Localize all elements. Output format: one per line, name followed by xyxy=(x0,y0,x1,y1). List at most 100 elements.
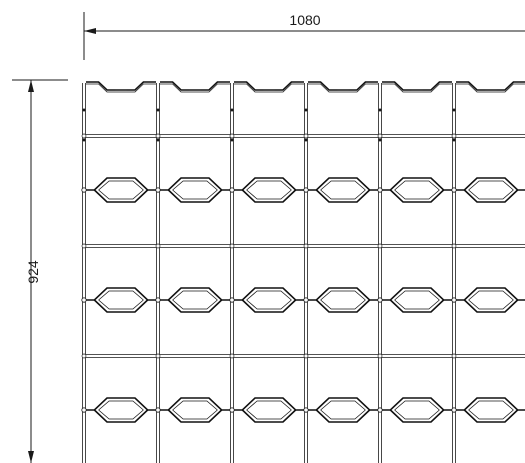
hex-rib-inner-top xyxy=(246,180,292,191)
joint-node xyxy=(81,353,87,359)
hex-rib-top xyxy=(308,397,378,411)
height-arrow-bottom xyxy=(28,451,34,463)
hex-rib-bottom xyxy=(463,409,519,423)
hex-rib-inner-bottom xyxy=(394,299,440,310)
width-arrow-left xyxy=(84,28,96,34)
joint-node xyxy=(377,407,383,413)
hex-rib-top xyxy=(382,397,452,411)
rivet-dot xyxy=(378,138,382,142)
hex-rib-inner-bottom xyxy=(320,409,366,420)
top-edge-notch-inner xyxy=(160,83,230,93)
hex-rib-top xyxy=(382,287,452,301)
hex-rib-top xyxy=(234,287,304,301)
hex-rib-top xyxy=(160,287,230,301)
hex-rib-top xyxy=(160,177,230,191)
hex-rib-bottom xyxy=(93,409,149,423)
hex-rib-inner-top xyxy=(246,400,292,411)
top-edge-notch-inner xyxy=(234,83,304,93)
hex-rib-bottom xyxy=(463,189,519,203)
rivet-dot xyxy=(230,138,234,142)
joint-node xyxy=(451,133,457,139)
hex-rib-inner-top xyxy=(394,180,440,191)
top-edge-notch xyxy=(382,81,452,91)
joint-node xyxy=(377,297,383,303)
joint-node xyxy=(155,297,161,303)
rivet-dot xyxy=(230,108,234,112)
hex-rib-top xyxy=(308,177,378,191)
top-edge-notch xyxy=(456,81,525,91)
hex-rib-top xyxy=(382,177,452,191)
joint-node xyxy=(81,187,87,193)
hex-rib-inner-top xyxy=(468,400,514,411)
joint-node xyxy=(81,133,87,139)
hex-rib-inner-bottom xyxy=(172,299,218,310)
hex-rib-bottom xyxy=(93,299,149,313)
hex-rib-inner-top xyxy=(98,400,144,411)
hex-rib-inner-bottom xyxy=(246,409,292,420)
joint-node xyxy=(377,353,383,359)
hex-rib-bottom xyxy=(315,189,371,203)
hex-rib-top xyxy=(456,287,525,301)
hex-rib-bottom xyxy=(389,299,445,313)
hex-rib-top xyxy=(86,177,156,191)
hex-rib-bottom xyxy=(241,409,297,423)
top-edge-notch xyxy=(308,81,378,91)
joint-node xyxy=(229,243,235,249)
hex-rib-bottom xyxy=(463,299,519,313)
joint-node xyxy=(155,353,161,359)
joint-node xyxy=(229,297,235,303)
joint-node xyxy=(303,407,309,413)
hex-rib-bottom xyxy=(93,189,149,203)
joint-node xyxy=(81,407,87,413)
hex-rib-inner-bottom xyxy=(246,299,292,310)
hex-rib-inner-bottom xyxy=(468,189,514,200)
joint-node xyxy=(377,243,383,249)
hex-rib-inner-top xyxy=(468,180,514,191)
hex-rib-inner-bottom xyxy=(98,409,144,420)
hex-rib-inner-top xyxy=(98,180,144,191)
hex-rib-inner-top xyxy=(172,180,218,191)
joint-node xyxy=(303,353,309,359)
hex-rib-top xyxy=(160,397,230,411)
joint-node xyxy=(155,187,161,193)
hex-rib-inner-bottom xyxy=(468,409,514,420)
width-dimension-label: 1080 xyxy=(289,12,320,28)
joint-node xyxy=(377,133,383,139)
hex-rib-inner-bottom xyxy=(468,299,514,310)
top-edge-notch xyxy=(160,81,230,91)
hex-rib-inner-top xyxy=(394,290,440,301)
joint-node xyxy=(451,187,457,193)
hex-rib-inner-bottom xyxy=(98,189,144,200)
hex-rib-inner-bottom xyxy=(98,299,144,310)
joint-node xyxy=(81,297,87,303)
hex-rib-top xyxy=(308,287,378,301)
hex-rib-inner-bottom xyxy=(394,409,440,420)
joint-node xyxy=(155,133,161,139)
joint-node xyxy=(451,353,457,359)
joint-node xyxy=(155,407,161,413)
top-edge-notch-inner xyxy=(86,83,156,93)
rivet-dot xyxy=(452,108,456,112)
rivet-dot xyxy=(156,138,160,142)
joint-node xyxy=(81,243,87,249)
hex-rib-inner-top xyxy=(172,400,218,411)
hex-rib-inner-top xyxy=(468,290,514,301)
crate-grid-drawing xyxy=(81,81,525,463)
joint-node xyxy=(303,243,309,249)
hex-rib-inner-top xyxy=(172,290,218,301)
top-edge-notch-inner xyxy=(456,83,525,93)
hex-rib-bottom xyxy=(389,409,445,423)
hex-rib-bottom xyxy=(167,299,223,313)
top-edge-notch xyxy=(234,81,304,91)
rivet-dot xyxy=(304,138,308,142)
joint-node xyxy=(303,297,309,303)
hex-rib-inner-top xyxy=(394,400,440,411)
hex-rib-top xyxy=(234,177,304,191)
hex-rib-top xyxy=(86,287,156,301)
top-edge-notch-inner xyxy=(382,83,452,93)
dimension-group: 1080 924 xyxy=(12,12,525,463)
hex-rib-top xyxy=(456,397,525,411)
hex-rib-inner-top xyxy=(320,290,366,301)
